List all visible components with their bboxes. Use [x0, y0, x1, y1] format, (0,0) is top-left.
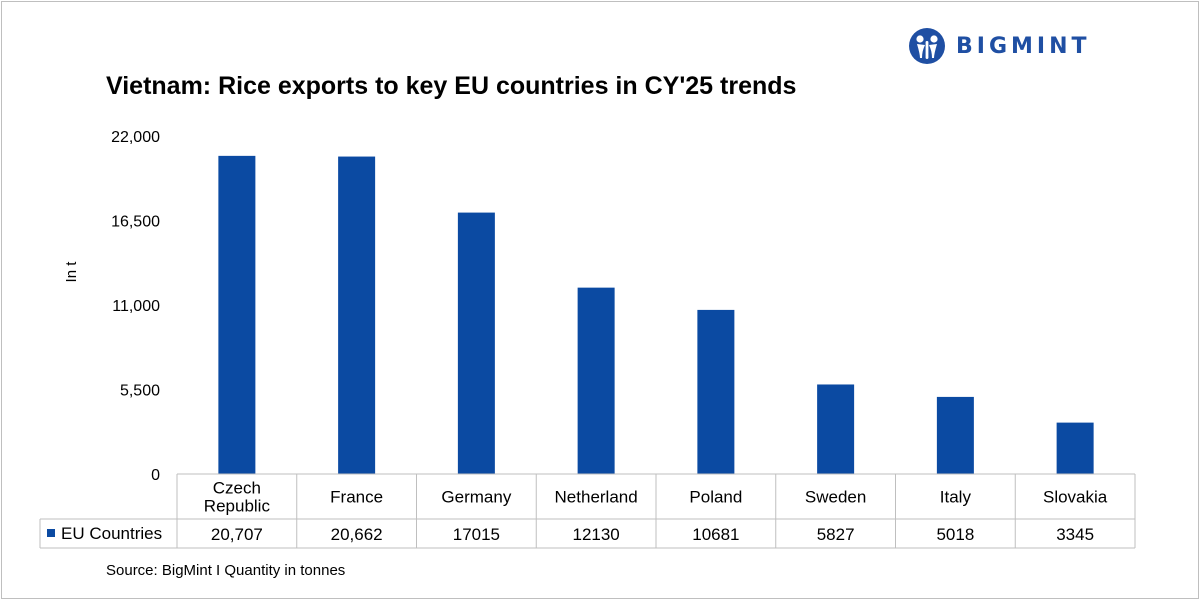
x-tick-label: Czech	[213, 479, 261, 498]
y-tick-label: 11,000	[112, 298, 160, 315]
x-tick-label: Germany	[441, 488, 511, 507]
x-tick-label: Sweden	[805, 488, 866, 507]
y-tick-label: 16,500	[111, 214, 160, 231]
brand-logo: BIGMINT	[908, 26, 1091, 66]
data-label: 12130	[572, 525, 619, 544]
data-label: 17015	[453, 525, 500, 544]
x-tick-label: France	[330, 488, 383, 507]
y-tick-label: 5,500	[120, 383, 160, 400]
bar	[577, 287, 615, 474]
bar	[1056, 422, 1094, 474]
brand-name: BIGMINT	[956, 33, 1091, 59]
bar	[817, 384, 855, 474]
x-tick-label: Slovakia	[1043, 488, 1108, 507]
chart-title: Vietnam: Rice exports to key EU countrie…	[106, 72, 797, 100]
legend-swatch	[47, 529, 55, 537]
y-tick-label: 0	[151, 467, 160, 484]
bigmint-logo-icon	[909, 28, 945, 64]
legend-series-name: EU Countries	[61, 524, 162, 543]
data-label: 5827	[817, 525, 855, 544]
y-tick-label: 22,000	[111, 129, 160, 146]
x-tick-label: Republic	[204, 497, 271, 516]
bar	[697, 309, 735, 474]
data-label: 10681	[692, 525, 739, 544]
data-label: 20,662	[331, 525, 383, 544]
bar	[338, 156, 376, 474]
bar	[457, 212, 495, 475]
x-tick-label: Netherland	[555, 488, 638, 507]
x-tick-label: Italy	[940, 488, 972, 507]
source-note: Source: BigMint I Quantity in tonnes	[106, 562, 346, 579]
x-tick-label: Poland	[689, 488, 742, 507]
data-label: 5018	[936, 525, 974, 544]
data-label: 20,707	[211, 525, 263, 544]
bar	[936, 396, 974, 474]
bar	[218, 155, 256, 475]
data-label: 3345	[1056, 525, 1094, 544]
